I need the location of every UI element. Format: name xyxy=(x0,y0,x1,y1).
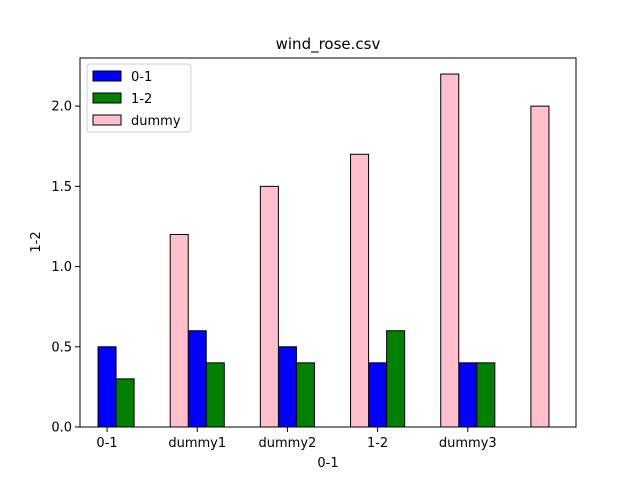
bar-1-2-2 xyxy=(295,362,315,428)
legend-label-1-2: 1-2 xyxy=(131,92,152,107)
legend-swatch-0-1 xyxy=(92,70,122,82)
y-tick-label: 0.0 xyxy=(51,421,72,436)
y-tick-label: 0.5 xyxy=(51,340,72,355)
x-axis-label: 0-1 xyxy=(317,456,338,471)
y-axis-label: 1-2 xyxy=(29,231,44,252)
y-tick-label: 2.0 xyxy=(51,100,72,115)
bar-dummy-3 xyxy=(440,73,460,428)
y-tick-label: 1.5 xyxy=(51,180,72,195)
bar-1-2-4 xyxy=(476,362,496,428)
x-tick-label: dummy3 xyxy=(439,436,497,451)
bar-dummy-2 xyxy=(350,153,370,428)
bar-dummy-1 xyxy=(259,185,279,428)
bar-1-2-3 xyxy=(386,330,406,428)
bar-0-1-3 xyxy=(368,362,388,428)
x-tick-label: 0-1 xyxy=(96,436,117,451)
plot-frame xyxy=(79,57,577,428)
bar-0-1-0 xyxy=(97,346,117,428)
bar-0-1-2 xyxy=(277,346,297,428)
x-tick-label: 1-2 xyxy=(367,436,388,451)
bar-0-1-4 xyxy=(458,362,478,428)
y-axis: 0.0 0.5 1.0 1.5 2.0 xyxy=(51,100,80,436)
legend-label-0-1: 0-1 xyxy=(131,70,152,85)
bar-dummy-4 xyxy=(530,105,550,428)
y-tick-label: 1.0 xyxy=(51,260,72,275)
legend-swatch-dummy xyxy=(92,114,122,126)
bar-dummy-0 xyxy=(169,233,189,428)
x-axis: 0-1 dummy1 dummy2 1-2 dummy3 xyxy=(96,427,497,451)
legend-label-dummy: dummy xyxy=(131,114,181,129)
x-tick-label: dummy1 xyxy=(168,436,226,451)
bar-1-2-0 xyxy=(115,378,135,428)
x-tick-label: dummy2 xyxy=(259,436,317,451)
bar-0-1-1 xyxy=(187,330,207,428)
chart-title: wind_rose.csv xyxy=(276,35,381,54)
bar-1-2-1 xyxy=(205,362,225,428)
legend-swatch-1-2 xyxy=(92,92,122,104)
legend: 0-1 1-2 dummy xyxy=(86,63,192,133)
